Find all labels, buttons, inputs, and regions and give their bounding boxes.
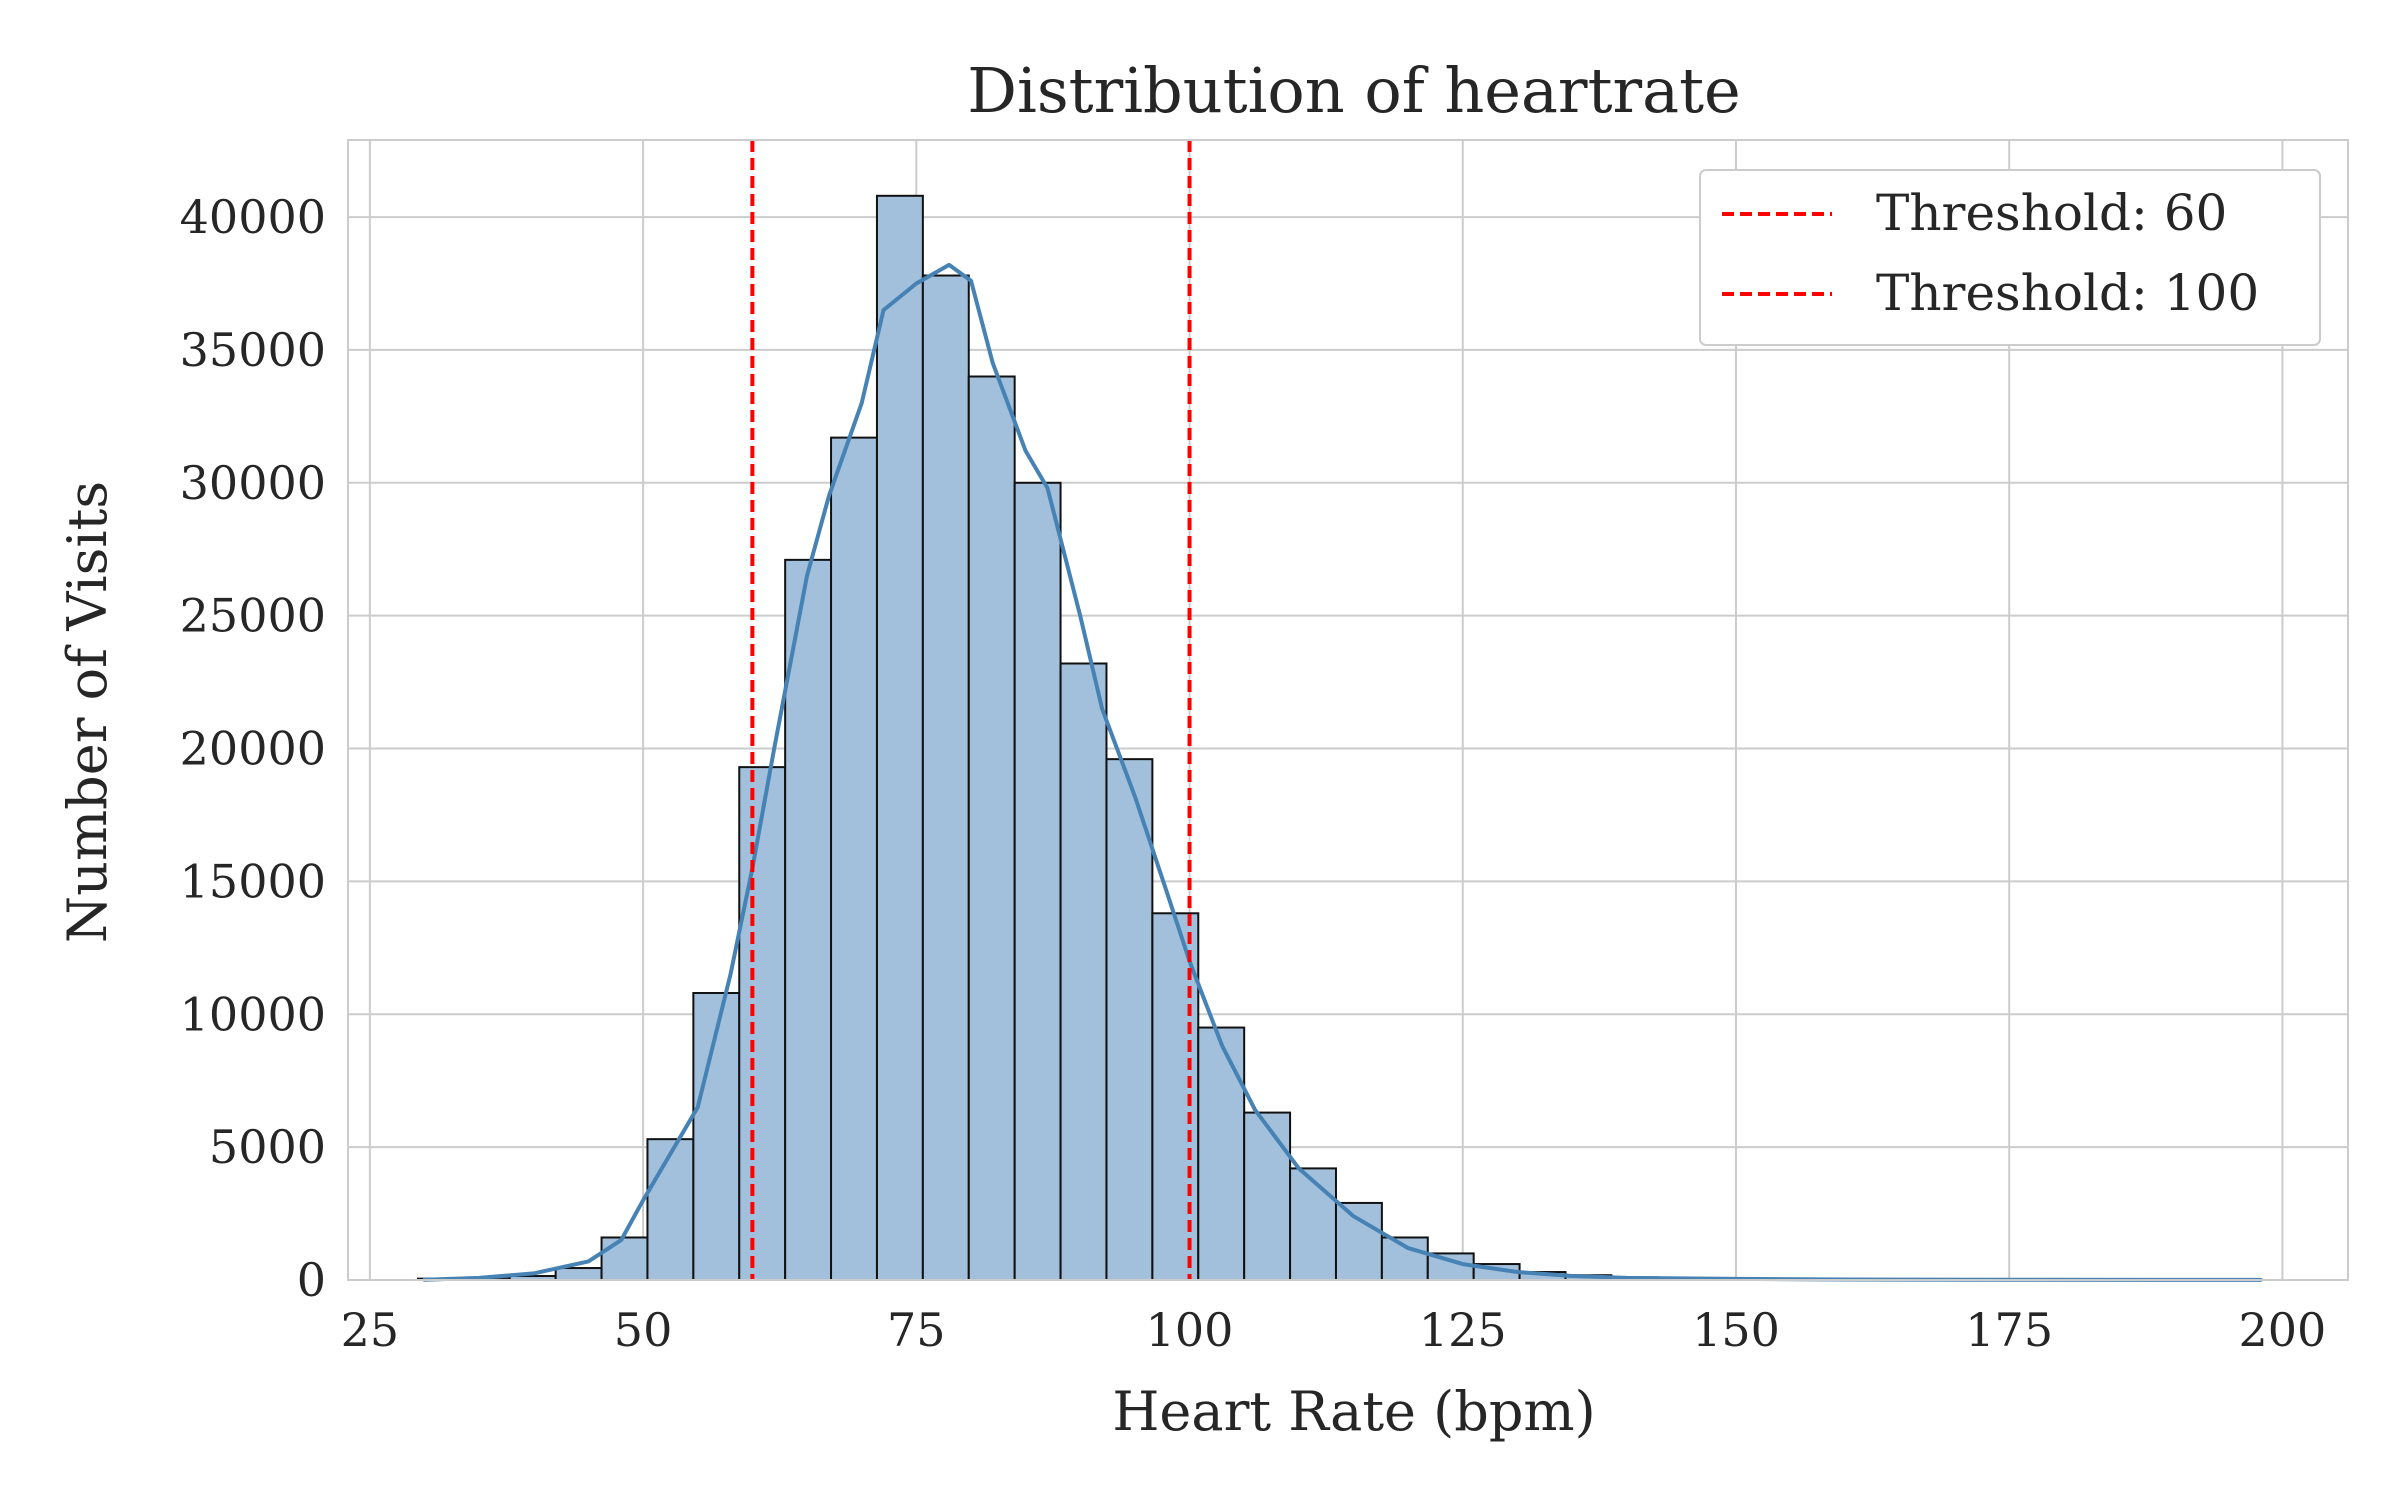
y-tick-label: 35000	[180, 323, 326, 377]
x-tick-label: 50	[614, 1303, 673, 1357]
x-tick-label: 175	[1965, 1303, 2053, 1357]
histogram-bar	[602, 1237, 648, 1280]
histogram-bar	[785, 560, 831, 1280]
histogram-bar	[739, 767, 785, 1280]
histogram-bar	[1336, 1203, 1382, 1280]
x-tick-label: 150	[1692, 1303, 1780, 1357]
histogram-bar	[923, 276, 969, 1280]
y-tick-label: 40000	[180, 190, 326, 244]
legend: Threshold: 60 Threshold: 100	[1700, 170, 2320, 345]
legend-label-threshold-60: Threshold: 60	[1876, 184, 2227, 242]
histogram-bar	[1382, 1237, 1428, 1280]
histogram-bar	[1106, 759, 1152, 1280]
histogram-bar	[1244, 1113, 1290, 1280]
histogram-bar	[647, 1139, 693, 1280]
histogram-bar	[969, 377, 1015, 1280]
histogram-bar	[831, 438, 877, 1280]
chart-title: Distribution of heartrate	[967, 54, 1740, 127]
y-tick-label: 5000	[209, 1120, 326, 1174]
y-tick-label: 30000	[180, 456, 326, 510]
histogram-bar	[1290, 1168, 1336, 1280]
x-tick-label: 100	[1146, 1303, 1234, 1357]
y-tick-label: 10000	[180, 987, 326, 1041]
legend-label-threshold-100: Threshold: 100	[1876, 264, 2259, 322]
y-tick-label: 20000	[180, 722, 326, 776]
x-tick-label: 25	[341, 1303, 400, 1357]
histogram-bar	[877, 196, 923, 1280]
x-axis-label: Heart Rate (bpm)	[1112, 1380, 1595, 1443]
x-tick-label: 125	[1419, 1303, 1507, 1357]
histogram-bar	[1198, 1028, 1244, 1280]
y-tick-label: 15000	[180, 854, 326, 908]
y-tick-label: 25000	[180, 589, 326, 643]
y-axis-label: Number of Visits	[56, 481, 119, 943]
x-tick-label: 200	[2239, 1303, 2327, 1357]
histogram-bar	[1015, 483, 1061, 1280]
histogram-bar	[556, 1268, 602, 1280]
y-tick-label: 0	[297, 1253, 326, 1307]
x-tick-label: 75	[887, 1303, 946, 1357]
histogram-bar	[1061, 663, 1107, 1280]
